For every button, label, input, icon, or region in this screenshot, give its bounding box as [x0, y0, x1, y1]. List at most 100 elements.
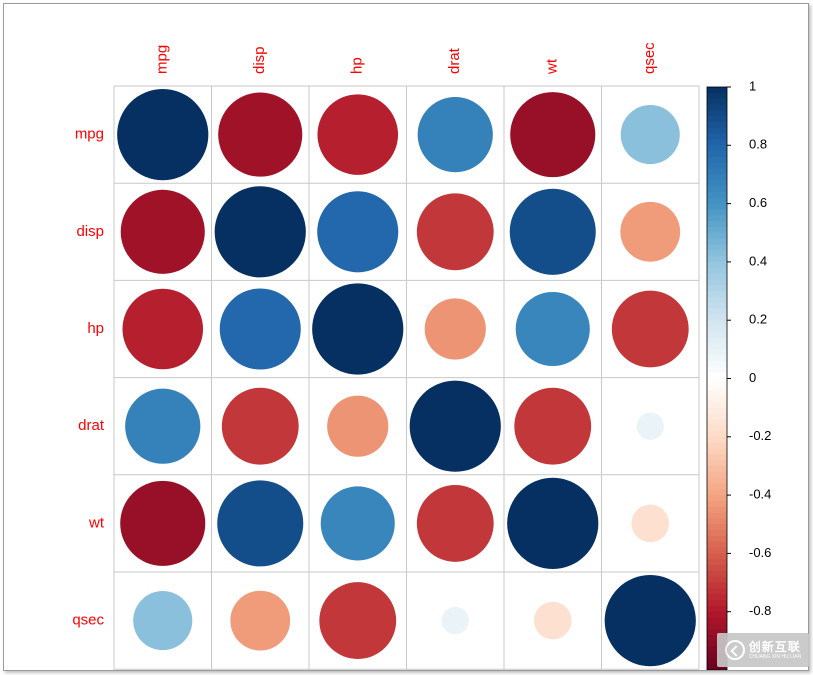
- correlation-circle-qsec-drat: [441, 606, 469, 635]
- colorbar-segment: [707, 617, 727, 624]
- colorbar-segment: [707, 530, 727, 537]
- colorbar-segment: [707, 314, 727, 321]
- colorbar-segment: [707, 629, 727, 636]
- colorbar-segment: [707, 495, 727, 502]
- colorbar-tick-label: -0.8: [749, 603, 771, 618]
- colorbar-segment: [707, 378, 727, 385]
- colorbar-segment: [707, 500, 727, 508]
- column-label-wt: wt: [544, 58, 561, 75]
- colorbar-segment: [707, 361, 727, 368]
- colorbar-segment: [707, 104, 727, 111]
- correlation-circle-wt-qsec: [631, 504, 670, 543]
- colorbar-tick-label: 0.6: [749, 195, 767, 210]
- correlation-circle-mpg-hp: [317, 94, 399, 175]
- colorbar-segment: [707, 285, 727, 292]
- correlation-circle-disp-drat: [416, 193, 494, 271]
- correlation-circle-drat-hp: [327, 395, 389, 457]
- colorbar-segment: [707, 156, 727, 164]
- colorbar-segment: [707, 541, 727, 549]
- colorbar-segment: [707, 261, 727, 269]
- colorbar-segment: [707, 547, 727, 554]
- row-label-hp: hp: [87, 320, 104, 337]
- correlation-circle-qsec-hp: [319, 582, 397, 660]
- column-label-disp: disp: [251, 46, 268, 74]
- colorbar-segment: [707, 250, 727, 257]
- row-label-disp: disp: [76, 223, 104, 240]
- colorbar-segment: [707, 238, 727, 246]
- colorbar-segment: [707, 244, 727, 251]
- correlation-circle-wt-disp: [217, 480, 304, 567]
- colorbar-segment: [707, 256, 727, 263]
- correlation-circle-qsec-qsec: [604, 575, 696, 667]
- colorbar-segment: [707, 535, 727, 543]
- colorbar-segment: [707, 296, 727, 304]
- colorbar-segment: [707, 366, 727, 374]
- colorbar-segment: [707, 483, 727, 490]
- colorbar-segment: [707, 151, 727, 158]
- column-label-mpg: mpg: [154, 45, 171, 74]
- colorbar-segment: [707, 395, 727, 403]
- correlation-circle-mpg-wt: [510, 92, 596, 178]
- correlation-circle-qsec-mpg: [133, 591, 193, 651]
- correlation-circle-mpg-qsec: [620, 105, 680, 165]
- colorbar-segment: [707, 600, 727, 607]
- colorbar-segment: [707, 174, 727, 181]
- colorbar-segment: [707, 355, 727, 362]
- colorbar-segment: [707, 384, 727, 391]
- correlation-circle-wt-drat: [416, 484, 494, 562]
- row-label-qsec: qsec: [72, 612, 104, 629]
- colorbar-segment: [707, 524, 727, 531]
- watermark-logo-icon: [724, 640, 745, 660]
- colorbar-tick-label: 0: [749, 370, 756, 385]
- colorbar-segment: [707, 576, 727, 584]
- correlation-circle-drat-disp: [221, 387, 299, 465]
- correlation-circle-disp-mpg: [120, 189, 205, 274]
- column-label-hp: hp: [349, 57, 366, 74]
- colorbar-segment: [707, 98, 727, 106]
- colorbar-segment: [707, 512, 727, 520]
- colorbar-segment: [707, 465, 727, 473]
- colorbar-segment: [707, 390, 727, 397]
- correlation-circle-drat-wt: [514, 387, 592, 465]
- colorbar-segment: [707, 215, 727, 222]
- colorbar-segment: [707, 372, 727, 380]
- colorbar-tick-label: -0.6: [749, 545, 771, 560]
- colorbar-segment: [707, 291, 727, 298]
- colorbar-segment: [707, 302, 727, 310]
- colorbar-segment: [707, 570, 727, 578]
- correlation-circle-disp-disp: [214, 186, 306, 278]
- correlation-circle-disp-qsec: [620, 201, 681, 262]
- watermark: 创新互联 CHUANG XIN HU LIAN: [717, 633, 809, 667]
- colorbar-segment: [707, 92, 727, 100]
- colorbar-segment: [707, 221, 727, 228]
- colorbar-segment: [707, 139, 727, 146]
- colorbar-segment: [707, 611, 727, 619]
- colorbar-segment: [707, 209, 727, 216]
- correlation-circle-qsec-wt: [533, 601, 572, 640]
- colorbar-segment: [707, 326, 727, 333]
- correlation-circle-hp-drat: [424, 298, 486, 360]
- colorbar-segment: [707, 145, 727, 152]
- colorbar-segment: [707, 401, 727, 409]
- correlation-plot: mpg disp hp drat wt qsec mpg disp hp drat wt qsec 1 0…: [72, 42, 771, 670]
- colorbar-segment: [707, 413, 727, 420]
- colorbar-segment: [707, 133, 727, 141]
- column-label-qsec: qsec: [641, 42, 658, 74]
- colorbar-tick-label: -0.2: [749, 428, 771, 443]
- colorbar-segment: [707, 180, 727, 187]
- colorbar-segment: [707, 308, 727, 315]
- correlation-circle-drat-drat: [409, 380, 501, 472]
- plot-frame: mpg disp hp drat wt qsec mpg disp hp drat wt qsec 1 0…: [3, 3, 809, 671]
- colorbar-segment: [707, 460, 727, 467]
- colorbar-segment: [707, 553, 727, 560]
- correlation-circle-wt-hp: [320, 486, 395, 561]
- colorbar-segment: [707, 121, 727, 129]
- colorbar-segment: [707, 197, 727, 205]
- colorbar-segment: [707, 471, 727, 479]
- correlation-circle-hp-mpg: [122, 288, 204, 370]
- watermark-text-en: CHUANG XIN HU LIAN: [748, 653, 802, 660]
- correlation-circle-mpg-mpg: [117, 89, 209, 181]
- colorbar-segment: [707, 518, 727, 525]
- colorbar-segment: [707, 559, 727, 566]
- colorbar-segment: [707, 407, 727, 415]
